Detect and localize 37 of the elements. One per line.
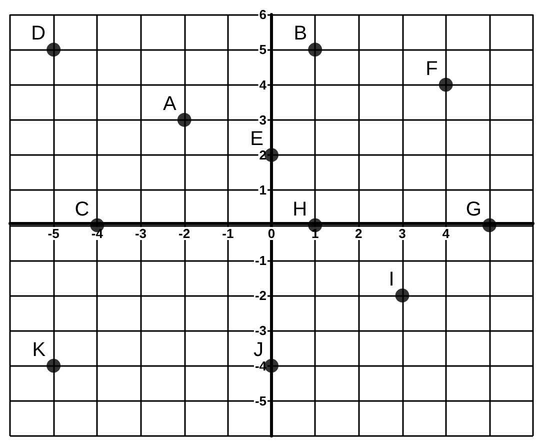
point — [482, 218, 496, 232]
point — [395, 288, 410, 302]
annotation: J — [254, 338, 264, 361]
y-tick-label: -2 — [254, 288, 266, 303]
annotation: D — [31, 22, 46, 45]
y-tick-label: -3 — [254, 323, 266, 338]
x-tick-label: -5 — [48, 226, 60, 241]
x-tick-label: -1 — [222, 226, 234, 241]
point — [264, 358, 278, 373]
annotation: K — [32, 338, 46, 361]
x-tick-label: 4 — [442, 226, 450, 241]
annotation: B — [294, 22, 308, 45]
point — [46, 42, 61, 57]
y-tick-label: 6 — [259, 7, 266, 22]
point — [308, 42, 322, 57]
annotation: C — [74, 198, 90, 220]
annotation: H — [292, 198, 308, 220]
y-tick-label: 5 — [259, 42, 266, 58]
x-tick-label: -3 — [134, 226, 147, 241]
x-tick-label: 2 — [355, 226, 362, 241]
y-tick-label: -1 — [254, 252, 266, 268]
point — [177, 112, 192, 127]
x-tick-label: -2 — [178, 226, 190, 241]
y-tick-label: -5 — [254, 393, 266, 408]
annotation: G — [466, 198, 482, 220]
x-tick-label: 0 — [268, 226, 276, 241]
x-tick-label: 3 — [398, 226, 406, 241]
y-tick-label: 1 — [259, 182, 266, 198]
y-tick-label: 3 — [259, 112, 266, 128]
point — [264, 148, 278, 162]
point — [438, 78, 453, 92]
y-tick-label: 4 — [259, 77, 268, 92]
annotation: E — [250, 128, 264, 150]
annotation: F — [426, 58, 438, 80]
point — [46, 358, 61, 373]
annotation: I — [388, 268, 394, 290]
annotation: A — [162, 92, 177, 115]
